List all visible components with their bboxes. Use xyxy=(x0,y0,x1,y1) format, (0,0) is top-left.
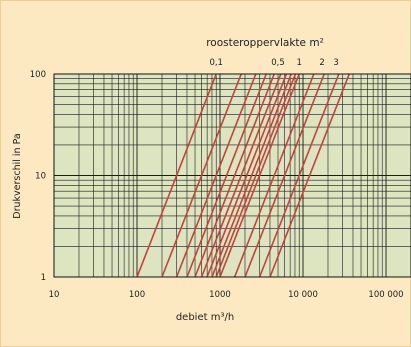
series-line xyxy=(200,73,282,278)
x-tick-label: 10 000 xyxy=(288,290,318,300)
x-axis-title: debiet m³/h xyxy=(176,312,234,323)
series-line xyxy=(215,73,297,278)
series-line xyxy=(194,73,275,278)
series-line xyxy=(219,73,300,278)
series-line xyxy=(206,73,288,278)
series-line xyxy=(186,73,267,278)
x-tick-labels: 10 100 1000 10 000 100 000 xyxy=(49,290,404,300)
y-tick-label: 100 xyxy=(30,70,46,80)
series-lines xyxy=(136,73,350,278)
plot-border xyxy=(53,73,411,278)
series-line xyxy=(175,73,257,278)
series-line xyxy=(136,73,217,278)
x-tick-label: 10 xyxy=(49,290,60,300)
series-line xyxy=(244,73,325,278)
x-tick-label: 1000 xyxy=(209,290,231,300)
top-axis-title: roosteroppervlakte m² xyxy=(206,37,324,49)
y-tick-labels: 1 10 100 xyxy=(30,70,46,283)
y-axis-title: Drukverschil in Pa xyxy=(12,133,23,218)
series-line xyxy=(269,73,350,278)
y-tick-label: 10 xyxy=(35,172,46,182)
top-area-label: 3 xyxy=(333,58,338,68)
series-line xyxy=(211,73,292,278)
top-area-label: 0,5 xyxy=(271,58,285,68)
series-line xyxy=(258,73,340,278)
top-area-labels: 0,1 0,5 1 2 3 xyxy=(209,58,338,68)
top-area-label: 2 xyxy=(319,58,324,68)
x-tick-label: 100 xyxy=(129,290,145,300)
series-line xyxy=(233,73,315,278)
top-area-label: 1 xyxy=(297,58,302,68)
series-line xyxy=(161,73,242,278)
top-area-label: 0,1 xyxy=(209,58,223,68)
y-tick-label: 1 xyxy=(41,273,46,283)
x-tick-label: 100 000 xyxy=(368,290,403,300)
